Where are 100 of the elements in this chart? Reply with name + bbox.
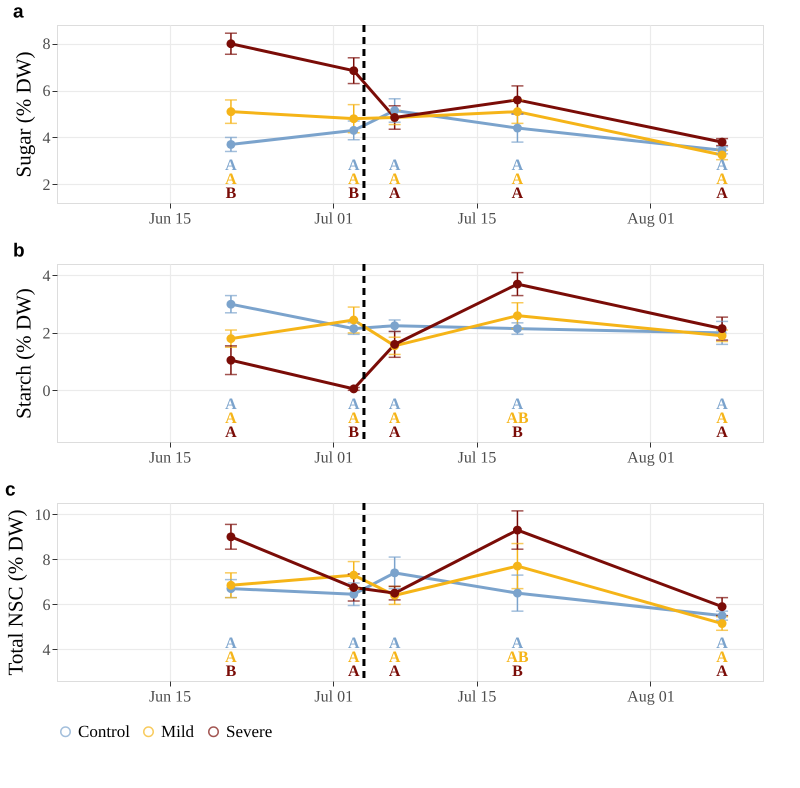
x-tick-label: Jul 01 — [314, 688, 354, 706]
annotation: A — [348, 171, 360, 188]
annotation: A — [348, 410, 360, 427]
x-tick-label: Jun 15 — [148, 688, 192, 706]
annotation: A — [716, 410, 728, 427]
point — [512, 95, 522, 104]
annotation: A — [348, 157, 360, 174]
chart-title: a — [13, 2, 24, 22]
annotation: B — [512, 424, 524, 441]
annotation: A — [348, 635, 360, 652]
annotation: A — [225, 635, 238, 652]
point — [226, 140, 236, 149]
point — [226, 356, 236, 365]
annotation: A — [388, 185, 401, 202]
y-axis-title: Sugar (% DW) — [12, 52, 36, 178]
y-tick-label: 8 — [42, 36, 50, 54]
annotation: A — [512, 635, 524, 652]
point — [349, 66, 358, 76]
x-tick-label: Jul 01 — [314, 210, 354, 228]
annotation: A — [512, 157, 524, 174]
point — [226, 300, 236, 309]
point — [226, 580, 236, 590]
annotation: A — [716, 635, 728, 652]
y-tick-label: 6 — [42, 83, 50, 100]
y-tick-label: 10 — [34, 506, 50, 524]
annotation: A — [716, 424, 728, 441]
annotation: A — [388, 424, 401, 441]
annotation: A — [225, 171, 238, 188]
legend-label: Mild — [161, 722, 195, 741]
y-tick-label: 2 — [42, 176, 50, 194]
y-axis-title: Starch (% DW) — [12, 288, 36, 419]
x-tick-label: Jul 15 — [458, 450, 496, 466]
annotation: A — [225, 157, 238, 174]
annotation: B — [348, 185, 360, 202]
annotation: A — [388, 635, 401, 652]
point — [349, 126, 358, 135]
y-tick-label: 6 — [42, 596, 50, 614]
point — [512, 107, 522, 116]
point — [512, 311, 522, 320]
annotation: A — [225, 410, 238, 427]
x-tick-label: Jun 15 — [148, 210, 192, 228]
point — [390, 568, 400, 578]
point — [349, 583, 358, 592]
annotation: A — [716, 171, 728, 188]
annotation: A — [225, 424, 238, 441]
y-tick-label: 4 — [42, 642, 50, 659]
annotation: A — [388, 396, 401, 413]
point — [718, 619, 727, 628]
point — [349, 114, 358, 124]
annotation: A — [388, 410, 401, 427]
point — [512, 526, 522, 534]
x-tick-label: Jul 01 — [314, 450, 354, 466]
annotation: B — [226, 185, 237, 202]
y-tick-label: 4 — [42, 130, 50, 147]
annotation: A — [225, 649, 238, 666]
point — [512, 588, 522, 598]
annotation: A — [388, 663, 401, 680]
x-tick-label: Aug 01 — [627, 450, 675, 466]
annotation: A — [716, 649, 728, 666]
point — [349, 316, 358, 324]
point — [512, 562, 522, 571]
annotation: B — [512, 663, 524, 680]
x-tick-label: Aug 01 — [627, 688, 675, 706]
x-tick-label: Jul 15 — [458, 688, 496, 706]
point — [512, 280, 522, 289]
chart-title: b — [13, 240, 25, 262]
annotation: A — [348, 396, 360, 413]
point — [226, 107, 236, 116]
annotation: A — [716, 157, 728, 174]
y-tick-label: 0 — [42, 382, 50, 400]
point — [226, 532, 236, 542]
annotation: A — [512, 396, 524, 413]
point — [226, 39, 236, 48]
annotation: A — [716, 396, 728, 413]
point — [512, 124, 522, 133]
y-axis-title: Total NSC (% DW) — [4, 510, 28, 676]
annotation: A — [512, 171, 524, 188]
point — [349, 384, 358, 394]
point — [226, 334, 236, 344]
point — [718, 602, 727, 612]
annotation: A — [348, 649, 360, 666]
annotation: A — [225, 396, 238, 413]
annotation: B — [226, 663, 237, 680]
annotation: A — [388, 171, 401, 188]
y-tick-label: 4 — [42, 268, 50, 285]
annotation: A — [716, 663, 728, 680]
annotation: A — [512, 185, 524, 202]
annotation: B — [348, 424, 360, 441]
chart-title: c — [5, 480, 16, 500]
annotation: A — [388, 157, 401, 174]
y-tick-label: 8 — [42, 552, 50, 569]
legend-label: Control — [78, 722, 130, 741]
annotation: A — [716, 185, 728, 202]
x-tick-label: Jul 15 — [458, 210, 496, 228]
x-tick-label: Aug 01 — [627, 210, 675, 228]
annotation: AB — [506, 649, 529, 666]
annotation: AB — [506, 410, 529, 427]
x-tick-label: Jun 15 — [148, 450, 192, 466]
y-tick-label: 2 — [42, 325, 50, 342]
annotation: A — [388, 649, 401, 666]
